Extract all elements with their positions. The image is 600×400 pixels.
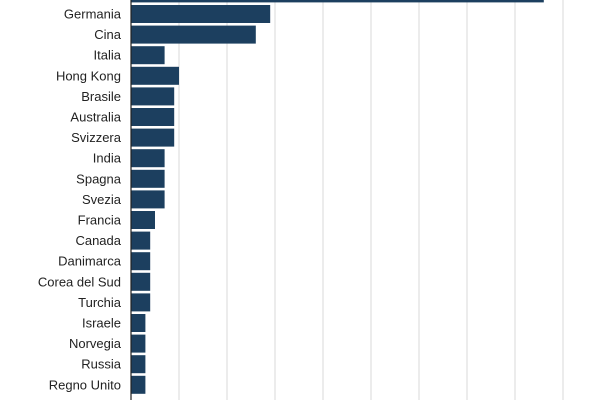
category-label: Regno Unito: [49, 377, 121, 392]
category-labels: Germania Cina Italia Hong Kong Brasile Austra…: [38, 7, 122, 393]
grid: [178, 0, 564, 400]
bar: [131, 0, 544, 3]
category-label: Norvegia: [69, 336, 122, 351]
category-label: Svizzera: [71, 130, 122, 145]
category-label: Russia: [81, 357, 122, 372]
bar: [131, 355, 146, 374]
bar: [131, 252, 151, 271]
bar: [131, 87, 175, 106]
category-label: Corea del Sud: [38, 274, 121, 289]
bar: [131, 334, 146, 353]
category-label: Australia: [70, 110, 121, 125]
bars: [131, 0, 544, 394]
bar: [131, 149, 165, 168]
bar: [131, 128, 175, 147]
category-label: Cina: [94, 27, 122, 42]
category-label: Francia: [78, 213, 122, 228]
bar: [131, 169, 165, 188]
bar: [131, 25, 256, 44]
bar: [131, 211, 155, 229]
category-label: Israele: [82, 316, 121, 331]
bar: [131, 46, 165, 65]
bar: [131, 108, 175, 126]
category-label: Spagna: [76, 171, 122, 186]
category-label: Danimarca: [58, 254, 122, 269]
category-label: Canada: [75, 233, 121, 248]
bar: [131, 5, 271, 23]
bar: [131, 231, 151, 250]
category-label: Brasile: [81, 89, 121, 104]
bar: [131, 293, 151, 312]
category-label: Germania: [64, 7, 122, 22]
bar: [131, 66, 179, 85]
bar: [131, 314, 146, 332]
bar: [131, 375, 146, 394]
category-label: Svezia: [82, 192, 122, 207]
category-label: India: [93, 151, 122, 166]
category-label: Turchia: [78, 295, 122, 310]
category-label: Hong Kong: [56, 68, 121, 83]
bar: [131, 190, 165, 209]
bar: [131, 272, 151, 291]
category-label: Italia: [94, 48, 122, 63]
